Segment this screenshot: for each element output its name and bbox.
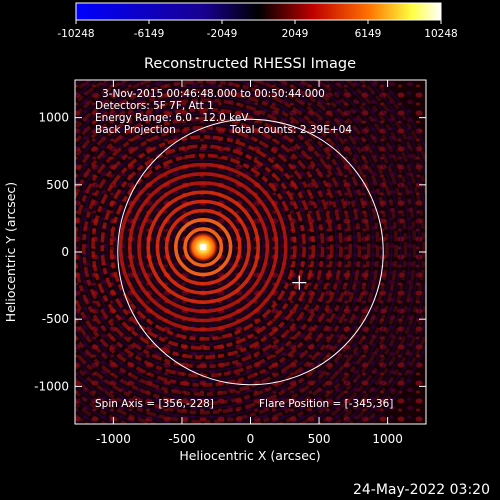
ring-artifact [91, 135, 316, 360]
colorbar-tick-label: -2049 [207, 28, 238, 40]
x-tick-label: 1000 [372, 432, 403, 446]
ring-artifact [164, 208, 242, 286]
ring-gap [115, 159, 292, 336]
y-tick-label: 500 [46, 178, 69, 192]
annotation-method: Back Projection [95, 124, 176, 136]
ring-gap [75, 80, 384, 424]
colorbar-tick-label: -6149 [134, 28, 165, 40]
ring-gap [75, 94, 356, 400]
x-axis-ticks: -1000 -500 0 500 1000 [96, 80, 403, 446]
spin-axis-marker [292, 275, 307, 290]
ring-gap [78, 122, 328, 372]
x-tick-label: 500 [308, 432, 331, 446]
x-tick-label: -1000 [96, 432, 131, 446]
ring-gap [161, 205, 246, 290]
ring-artifact [75, 98, 352, 396]
ring-artifact [81, 125, 325, 369]
solar-limb [117, 118, 384, 386]
ring-artifact [75, 80, 398, 424]
ring-gap [142, 186, 264, 308]
y-tick-label: -500 [42, 312, 69, 326]
spin-axis-label: Spin Axis = [356,-228] [95, 398, 214, 410]
y-tick-label: 0 [61, 245, 69, 259]
ring-gap [75, 80, 402, 424]
ring-gap [170, 214, 236, 280]
x-axis-label: Heliocentric X (arcsec) [179, 448, 320, 463]
colorbar-tick-label: -10248 [57, 28, 94, 40]
heatmap-image [75, 80, 426, 424]
y-axis-ticks: -1000 -500 0 500 1000 [34, 111, 426, 393]
ring-gap [75, 80, 393, 424]
ring-artifact [155, 199, 251, 295]
colorbar-labels: -10248 -6149 -2049 2049 6149 10248 [57, 28, 457, 40]
ring-artifact [127, 171, 279, 323]
ring-artifact [146, 190, 260, 304]
flare-peak [200, 244, 207, 251]
ring-artifacts [75, 80, 426, 424]
y-tick-label: -1000 [34, 379, 69, 393]
ring-artifact [173, 217, 233, 277]
ring-gap [105, 149, 301, 345]
y-axis-label: Heliocentric Y (arcsec) [3, 182, 18, 322]
chart-title: Reconstructed RHESSI Image [144, 56, 356, 72]
ring-gap [75, 104, 347, 391]
colorbar-tick-label: 2049 [282, 28, 309, 40]
ring-artifact [183, 227, 224, 268]
flare-position-label: Flare Position = [-345,36] [259, 398, 393, 410]
colorbar [75, 2, 442, 21]
annotation-energy-range: Energy Range: 6.0 - 12.0 keV [95, 112, 249, 124]
y-tick-label: 1000 [38, 111, 69, 125]
ring-artifact [75, 80, 417, 424]
ring-artifact [75, 107, 343, 387]
ring-gap [75, 85, 365, 409]
ring-gap [87, 131, 319, 363]
ring-artifact [118, 162, 288, 332]
ring-gap [75, 113, 338, 382]
annotation-time-range: 3-Nov-2015 00:46:48.000 to 00:50:44.000 [102, 88, 325, 100]
ring-artifact [109, 153, 297, 341]
ring-artifact [331, 80, 426, 424]
ring-artifact [75, 80, 408, 424]
colorbar-ticks [75, 20, 442, 24]
ring-artifact [75, 80, 380, 424]
annotation-detectors: Detectors: 5F 7F, Att 1 [95, 100, 214, 112]
ring-gap [96, 140, 310, 354]
colorbar-tick-label: 10248 [424, 28, 457, 40]
x-tick-label: 0 [247, 432, 255, 446]
ring-artifact [75, 80, 389, 424]
ring-artifact [75, 89, 362, 406]
annotation-total-counts: Total counts: 2.39E+04 [229, 124, 352, 136]
ring-gap [179, 223, 227, 271]
ring-artifact [100, 144, 306, 350]
ring-gap [151, 195, 255, 299]
ring-gap [133, 177, 273, 317]
ring-artifact [75, 80, 371, 415]
ring-gap [75, 80, 374, 418]
ring-gap [124, 168, 282, 326]
x-tick-label: -500 [168, 432, 195, 446]
ring-gap [75, 80, 411, 424]
footer-date: 24-May-2022 03:20 [353, 482, 490, 498]
colorbar-tick-label: 6149 [355, 28, 382, 40]
ring-gap [75, 80, 420, 424]
ring-artifact [137, 181, 270, 314]
